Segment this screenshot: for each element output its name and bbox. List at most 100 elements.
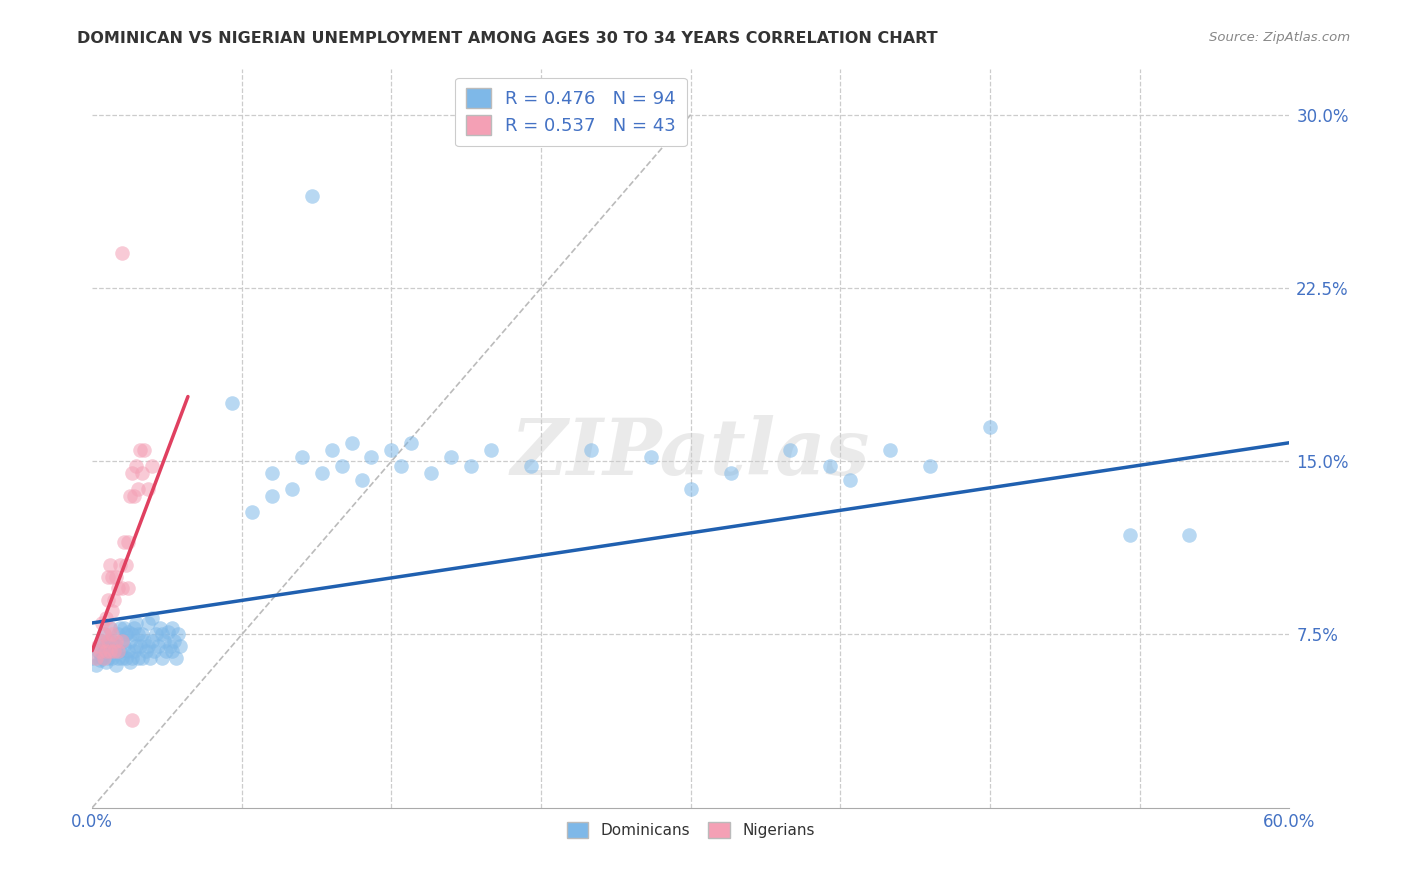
Point — [107, 643, 129, 657]
Point — [101, 570, 124, 584]
Point — [160, 643, 183, 657]
Point — [136, 482, 159, 496]
Point — [820, 458, 842, 473]
Text: ZIPatlas: ZIPatlas — [510, 415, 870, 491]
Point — [108, 558, 131, 573]
Point — [98, 558, 121, 573]
Point — [97, 634, 120, 648]
Point — [136, 615, 159, 630]
Point — [479, 442, 502, 457]
Point — [120, 489, 142, 503]
Text: DOMINICAN VS NIGERIAN UNEMPLOYMENT AMONG AGES 30 TO 34 YEARS CORRELATION CHART: DOMINICAN VS NIGERIAN UNEMPLOYMENT AMONG… — [77, 31, 938, 46]
Point — [115, 650, 138, 665]
Point — [146, 639, 169, 653]
Point — [84, 650, 107, 665]
Point — [779, 442, 801, 457]
Point — [131, 627, 153, 641]
Point — [93, 627, 115, 641]
Point — [122, 621, 145, 635]
Point — [125, 615, 148, 630]
Point — [121, 650, 143, 665]
Point — [107, 627, 129, 641]
Point — [260, 489, 283, 503]
Point — [150, 627, 173, 641]
Point — [84, 657, 107, 672]
Point — [141, 458, 163, 473]
Point — [129, 639, 152, 653]
Point — [101, 650, 124, 665]
Point — [112, 621, 135, 635]
Point — [127, 650, 149, 665]
Point — [94, 639, 117, 653]
Point — [132, 442, 155, 457]
Point — [125, 639, 148, 653]
Point — [141, 611, 163, 625]
Point — [301, 188, 323, 202]
Point — [136, 639, 159, 653]
Point — [94, 643, 117, 657]
Point — [1118, 528, 1140, 542]
Point — [291, 450, 314, 464]
Point — [129, 442, 152, 457]
Point — [401, 435, 423, 450]
Point — [105, 639, 128, 653]
Point — [111, 246, 134, 260]
Point — [98, 621, 121, 635]
Point — [135, 643, 157, 657]
Point — [120, 655, 142, 669]
Point — [132, 634, 155, 648]
Point — [97, 570, 120, 584]
Point — [221, 396, 243, 410]
Point — [112, 639, 135, 653]
Point — [117, 582, 139, 596]
Point — [93, 650, 115, 665]
Point — [120, 634, 142, 648]
Point — [131, 466, 153, 480]
Point — [91, 650, 114, 665]
Point — [143, 643, 166, 657]
Point — [98, 643, 121, 657]
Point — [440, 450, 463, 464]
Point — [108, 643, 131, 657]
Point — [111, 634, 134, 648]
Point — [117, 625, 139, 640]
Point — [260, 466, 283, 480]
Point — [117, 535, 139, 549]
Point — [117, 643, 139, 657]
Point — [165, 650, 187, 665]
Point — [720, 466, 742, 480]
Point — [169, 639, 191, 653]
Point — [105, 570, 128, 584]
Point — [98, 643, 121, 657]
Point — [91, 634, 114, 648]
Point — [94, 611, 117, 625]
Point — [125, 458, 148, 473]
Point — [311, 466, 333, 480]
Point — [103, 643, 125, 657]
Point — [155, 643, 177, 657]
Point — [360, 450, 382, 464]
Point — [122, 643, 145, 657]
Point — [321, 442, 343, 457]
Point — [107, 650, 129, 665]
Point — [101, 604, 124, 618]
Point — [93, 643, 115, 657]
Point — [127, 482, 149, 496]
Point — [91, 615, 114, 630]
Point — [89, 639, 111, 653]
Point — [91, 634, 114, 648]
Point — [879, 442, 901, 457]
Point — [111, 582, 134, 596]
Point — [82, 650, 104, 665]
Point — [103, 592, 125, 607]
Point — [340, 435, 363, 450]
Point — [111, 650, 134, 665]
Point — [108, 621, 131, 635]
Point — [920, 458, 942, 473]
Point — [640, 450, 662, 464]
Point — [105, 657, 128, 672]
Point — [156, 625, 179, 640]
Point — [101, 634, 124, 648]
Point — [89, 643, 111, 657]
Point — [579, 442, 602, 457]
